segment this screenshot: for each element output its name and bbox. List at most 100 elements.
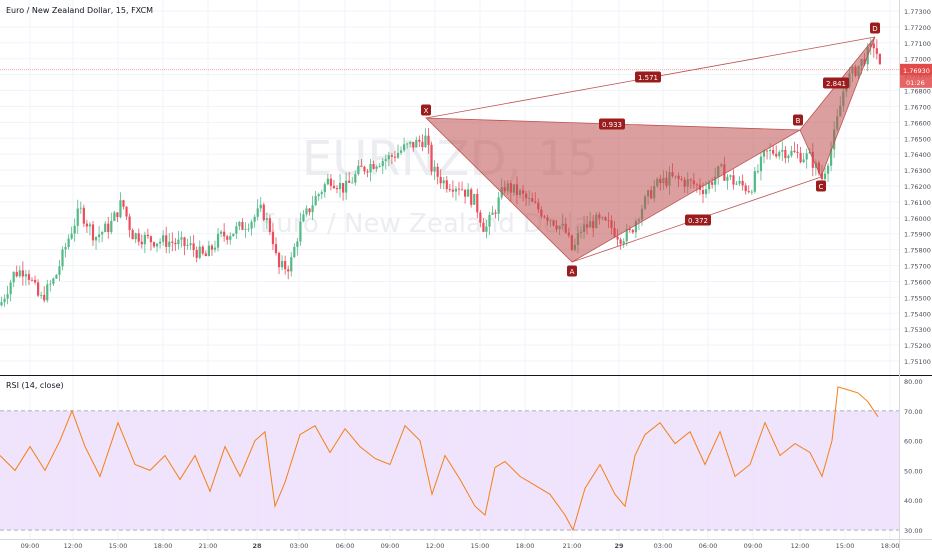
- candle-body: [875, 48, 878, 54]
- candle-body: [390, 155, 393, 157]
- candle-body: [165, 235, 168, 247]
- candle-body: [0, 302, 3, 306]
- price-tick-label: 1.77200: [904, 24, 931, 32]
- candle-body: [421, 141, 424, 148]
- price-tick-label: 1.77300: [904, 8, 931, 16]
- time-tick-label: 12:00: [426, 542, 445, 550]
- candle-body: [159, 241, 162, 244]
- candle-body: [149, 236, 153, 243]
- candle-body: [329, 178, 332, 186]
- candle-body: [399, 150, 403, 153]
- candle-body: [128, 216, 131, 230]
- candle-body: [741, 180, 744, 186]
- candle-body: [439, 176, 442, 184]
- price-tick-label: 1.77000: [904, 56, 931, 64]
- candle-body: [769, 149, 772, 152]
- candle-body: [366, 171, 369, 173]
- candle-body: [360, 165, 363, 167]
- pattern-ratio-xb-bg: [599, 118, 625, 130]
- candle-body: [33, 279, 37, 283]
- candle-body: [143, 234, 146, 245]
- candle-body: [338, 183, 342, 190]
- candle-body: [729, 175, 732, 177]
- candle-body: [381, 160, 384, 167]
- candle-body: [409, 141, 412, 144]
- candle-body: [485, 226, 488, 232]
- candle-body: [759, 156, 763, 172]
- candle-body: [415, 139, 418, 148]
- candle-body: [30, 279, 34, 281]
- candle-body: [732, 175, 735, 185]
- candle-body: [299, 221, 302, 242]
- candle-body: [326, 178, 329, 185]
- candle-body: [714, 176, 717, 185]
- rsi-tick-label: 40.00: [904, 497, 923, 505]
- candle-body: [488, 214, 491, 227]
- candle-body: [628, 229, 631, 231]
- candle-body: [772, 149, 775, 154]
- time-tick-label: 15:00: [109, 542, 128, 550]
- candle-body: [262, 204, 265, 221]
- candle-body: [762, 150, 766, 157]
- candle-body: [287, 269, 290, 272]
- candle-body: [290, 257, 293, 272]
- candle-body: [274, 244, 278, 253]
- pattern-ratio-xd: 1.571: [638, 74, 658, 82]
- candle-body: [631, 230, 634, 233]
- candle-body: [354, 174, 357, 183]
- time-tick-label: 09:00: [381, 542, 400, 550]
- candle-body: [323, 184, 326, 193]
- candle-body: [345, 180, 348, 193]
- price-tick-label: 1.76600: [904, 119, 931, 127]
- candle-body: [113, 212, 116, 221]
- candle-body: [747, 191, 750, 193]
- candle-body: [268, 218, 271, 232]
- price-tick-label: 1.76300: [904, 167, 931, 175]
- time-tick-label: 15:00: [471, 542, 490, 550]
- price-tick-label: 1.75200: [904, 342, 931, 350]
- candle-body: [137, 233, 140, 242]
- candle-body: [369, 164, 372, 173]
- candle-body: [201, 246, 204, 254]
- candle-body: [229, 236, 232, 240]
- candle-body: [708, 182, 711, 190]
- candle-body: [293, 246, 296, 258]
- candle-body: [735, 183, 738, 185]
- candle-body: [372, 164, 375, 169]
- candle-body: [296, 241, 299, 247]
- price-tick-label: 1.76200: [904, 183, 931, 191]
- candle-body: [40, 294, 43, 296]
- price-tick-label: 1.75800: [904, 247, 931, 255]
- candle-body: [491, 212, 494, 215]
- candle-body: [378, 166, 381, 167]
- time-tick-label: 12:00: [791, 542, 810, 550]
- candle-body: [704, 189, 708, 195]
- candle-body: [259, 204, 262, 209]
- candle-body: [250, 221, 253, 229]
- candle-body: [146, 234, 149, 237]
- candle-body: [634, 221, 637, 233]
- candle-body: [305, 208, 308, 215]
- candle-body: [152, 242, 156, 247]
- candle-body: [284, 261, 287, 270]
- candle-body: [131, 229, 134, 240]
- candle-body: [744, 185, 747, 192]
- candle-body: [348, 180, 351, 183]
- candle-body: [317, 194, 320, 197]
- candle-body: [357, 165, 360, 175]
- pattern-point-c-bg: [816, 180, 826, 192]
- candle-body: [88, 224, 92, 227]
- candle-body: [753, 171, 756, 192]
- pattern-ratio-ac-bg: [685, 214, 711, 226]
- candle-body: [3, 298, 6, 303]
- price-tick-label: 1.75400: [904, 310, 931, 318]
- candle-body: [442, 180, 445, 184]
- candle-body: [479, 212, 482, 223]
- candle-body: [232, 233, 235, 237]
- last-price-label: 1.76930: [903, 67, 930, 75]
- candle-body: [140, 241, 143, 245]
- candle-body: [101, 232, 104, 235]
- time-tick-label: 28: [252, 542, 262, 550]
- price-tick-label: 1.75900: [904, 231, 931, 239]
